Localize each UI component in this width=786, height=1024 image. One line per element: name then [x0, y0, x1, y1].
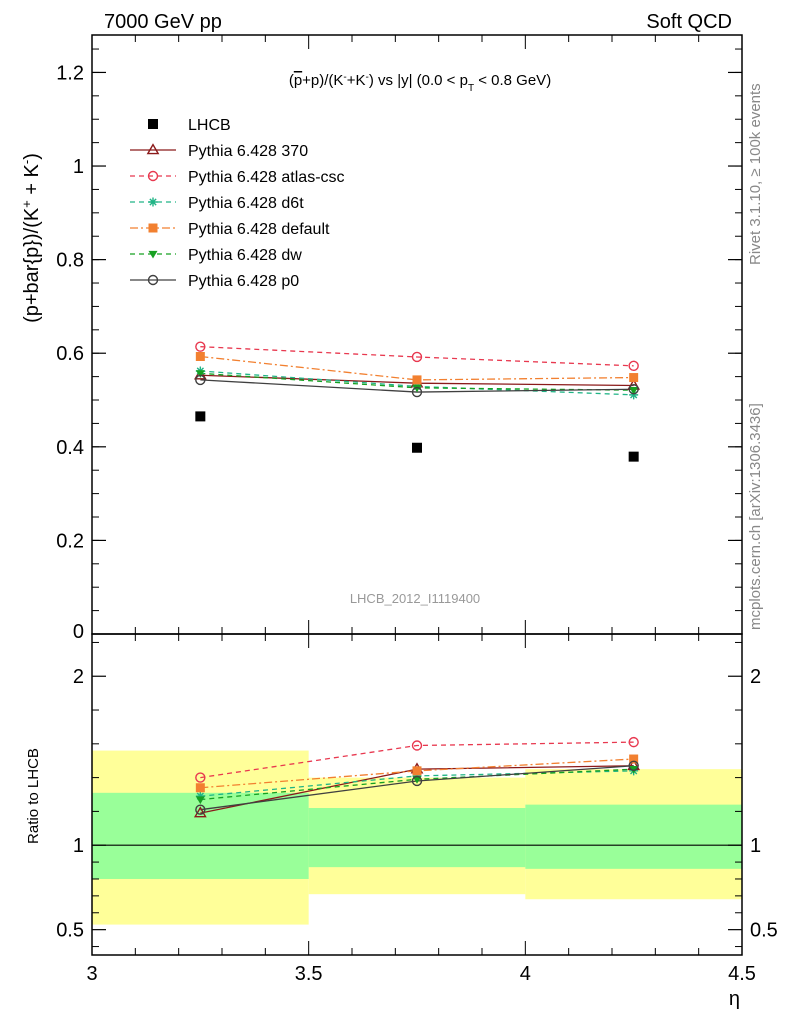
legend-label: Pythia 6.428 d6t: [188, 195, 304, 212]
legend-entry: Pythia 6.428 d6t: [130, 195, 304, 212]
header-category-label: Soft QCD: [646, 11, 732, 33]
ratio-series-pythia-6-428-370-point: [193, 806, 207, 818]
ratio-band-green: [308, 808, 526, 868]
ratio-series-pythia-6-428-atlas-csc-point: [411, 740, 423, 751]
series-pythia-6-428-atlas-csc-point: [195, 341, 206, 352]
ratio-y-axis-label: Ratio to LHCB: [25, 748, 42, 844]
x-axis-label: η: [729, 988, 740, 1010]
ratio-series-pythia-6-428-dw-point: [195, 796, 205, 805]
y-tick-label: 0.6: [56, 343, 84, 365]
legend-label: LHCB: [188, 117, 231, 134]
legend-marker: [148, 119, 158, 129]
legend-label: Pythia 6.428 default: [188, 221, 330, 238]
series-pythia-6-428-default-point: [629, 373, 639, 383]
legend-label: Pythia 6.428 p0: [188, 273, 299, 290]
series-pythia-6-428-dw-point: [412, 384, 422, 393]
y-tick-label: 1: [73, 156, 84, 178]
series-lhcb-point: [412, 442, 422, 453]
legend-label: Pythia 6.428 370: [188, 143, 308, 160]
ratio-series-pythia-6-428-default-point: [195, 783, 205, 793]
main-y-axis-label: (p+bar{p})/(K+ + K-): [19, 153, 44, 323]
legend-entry: Pythia 6.428 default: [130, 221, 330, 238]
series-lhcb-point: [195, 411, 206, 422]
analysis-watermark: LHCB_2012_I1119400: [350, 591, 480, 606]
series-pythia-6-428-p0-point: [195, 374, 206, 386]
y-tick-label: 0.5: [56, 920, 84, 942]
legend-entry: Pythia 6.428 370: [130, 143, 308, 160]
legend-marker: [148, 223, 158, 233]
y-tick-label: 1: [73, 835, 84, 857]
rivet-version-label: Rivet 3.1.10, ≥ 100k events: [747, 83, 764, 265]
y-tick-label: 0.4: [56, 437, 84, 459]
ratio-series-pythia-6-428-atlas-csc-line: [200, 741, 634, 779]
series-pythia-6-428-d6t-point: [629, 390, 639, 400]
ratio-series-pythia-6-428-atlas-csc-point: [628, 736, 639, 748]
ratio-series-pythia-6-428-d6t-point: [195, 791, 205, 801]
legend-entry: LHCB: [148, 117, 231, 134]
series-lhcb-point: [628, 451, 639, 462]
ratio-series-pythia-6-428-atlas-csc-point: [195, 772, 206, 783]
x-tick-label: 4: [520, 963, 531, 985]
y-tick-label-right: 0.5: [750, 920, 778, 942]
main-plot-panel: (p+p)/(K-+K-) vs |y| (0.0 < pT < 0.8 GeV…: [19, 34, 743, 643]
ratio-series-pythia-6-428-default-point: [629, 754, 639, 764]
ratio-series-pythia-6-428-default-point: [412, 766, 422, 776]
x-tick-label: 3.5: [295, 963, 323, 985]
legend-label: Pythia 6.428 dw: [188, 247, 302, 264]
y-tick-label: 0.2: [56, 530, 84, 552]
legend-marker: [148, 197, 158, 207]
legend-label: Pythia 6.428 atlas-csc: [188, 169, 345, 186]
x-tick-label: 3: [86, 963, 97, 985]
ratio-series-pythia-6-428-dw-point: [412, 776, 422, 784]
ratio-band-green: [525, 804, 742, 869]
ratio-series-pythia-6-428-p0-point: [628, 760, 639, 771]
series-pythia-6-428-default-point: [195, 351, 205, 361]
series-pythia-6-428-dw-point: [629, 387, 639, 395]
ratio-plot-panel: Ratio to LHCB η 0.5 0.5 1 1 2 2 3 3.5 4 4.5: [25, 633, 778, 1010]
series-pythia-6-428-p0-point: [628, 384, 639, 395]
plot-title: (p+p)/(K-+K-) vs |y| (0.0 < pT < 0.8 GeV…: [289, 72, 551, 94]
y-zero-tick-label: 0: [73, 621, 84, 643]
legend: LHCB Pythia 6.428 370 Pythia 6.428 atlas-c…: [130, 117, 345, 290]
legend-entry: Pythia 6.428 dw: [130, 247, 302, 264]
y-tick-label-right: 1: [750, 835, 761, 857]
legend-marker: [148, 250, 158, 259]
y-tick-label: 0.8: [56, 250, 84, 272]
legend-marker: [147, 274, 159, 286]
series-pythia-6-428-default-point: [412, 375, 422, 385]
y-tick-label: 1.2: [56, 62, 84, 84]
ratio-series-pythia-6-428-p0-point: [411, 775, 423, 787]
legend-entry: Pythia 6.428 atlas-csc: [130, 169, 345, 186]
legend-entry: Pythia 6.428 p0: [130, 273, 299, 290]
mcplots-credit-label: mcplots.cern.ch [arXiv:1306.3436]: [747, 403, 764, 630]
series-pythia-6-428-p0-point: [411, 386, 423, 398]
series-pythia-6-428-atlas-csc-point: [411, 351, 423, 363]
series-pythia-6-428-dw-point: [195, 370, 205, 378]
legend-marker: [147, 170, 159, 182]
header-energy-label: 7000 GeV pp: [104, 11, 222, 33]
ratio-plot-frame: [91, 633, 743, 956]
x-tick-label: 4.5: [728, 963, 756, 985]
legend-marker: [146, 143, 160, 155]
y-tick-label: 2: [73, 666, 84, 688]
ratio-series-pythia-6-428-p0-point: [195, 804, 206, 815]
series-pythia-6-428-atlas-csc-line: [200, 346, 634, 367]
series-pythia-6-428-atlas-csc-point: [628, 360, 639, 372]
y-tick-label-right: 2: [750, 666, 761, 688]
